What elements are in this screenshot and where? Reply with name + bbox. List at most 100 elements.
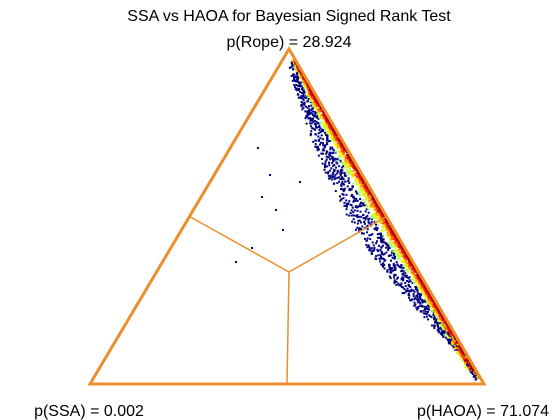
sample-point (393, 279, 396, 282)
sample-point (309, 96, 312, 99)
sample-point (445, 336, 447, 339)
sample-point (452, 333, 455, 336)
sample-point (343, 187, 346, 190)
sample-point (309, 132, 312, 135)
sample-point (353, 174, 356, 177)
sample-point (469, 365, 472, 367)
sample-point (339, 178, 342, 180)
sample-point (468, 363, 471, 366)
sample-point (342, 193, 345, 196)
sample-point (353, 221, 356, 224)
sample-point (370, 215, 373, 218)
sample-point (417, 278, 420, 281)
sample-point (402, 286, 405, 289)
sample-point (474, 374, 477, 377)
sample-point (380, 228, 383, 231)
sample-point (344, 163, 347, 166)
sample-point (422, 290, 424, 293)
sample-point (308, 92, 311, 94)
sample-point (345, 163, 348, 166)
sample-point (329, 169, 332, 172)
sample-point (367, 188, 370, 191)
sample-point (424, 310, 427, 313)
sample-point (329, 146, 332, 149)
sample-point (420, 293, 423, 295)
sample-point (346, 171, 349, 174)
sample-point (326, 128, 329, 131)
sample-point (429, 298, 432, 301)
sample-point (382, 229, 385, 232)
sample-point (304, 110, 307, 113)
sample-point (448, 329, 451, 332)
sample-point (379, 254, 382, 257)
sample-point (306, 112, 309, 115)
sample-point (421, 299, 424, 302)
sample-point (357, 219, 360, 222)
sample-point (387, 242, 390, 245)
sample-point (378, 208, 381, 211)
sample-point (361, 187, 364, 190)
sample-point (372, 202, 375, 205)
sample-point (396, 238, 399, 241)
sample-point (353, 197, 356, 200)
sample-point (348, 187, 351, 190)
sample-point (322, 112, 325, 115)
sample-point (338, 180, 341, 183)
sample-point (372, 197, 375, 200)
sample-point (309, 100, 312, 103)
sample-point (323, 114, 326, 117)
sample-point (334, 150, 337, 153)
sample-point (422, 312, 425, 315)
sample-point (324, 115, 327, 118)
sample-point (441, 329, 444, 331)
sample-point (343, 171, 346, 174)
sample-point (327, 130, 330, 133)
sample-point (302, 89, 305, 92)
sample-point (433, 309, 436, 312)
sample-point (354, 199, 357, 202)
sample-point (426, 290, 429, 293)
sample-point (366, 188, 368, 191)
sample-point (370, 233, 373, 236)
sample-point (405, 274, 408, 277)
sample-point (297, 68, 300, 71)
sample-point (366, 214, 369, 217)
sample-point (337, 145, 340, 148)
sample-point (408, 279, 411, 282)
sample-point (417, 282, 419, 285)
sample-point (319, 137, 322, 140)
sample-point (323, 149, 326, 152)
sample-point (414, 268, 417, 271)
sample-point (393, 282, 396, 285)
sample-point (368, 198, 371, 201)
sample-point (318, 124, 321, 127)
sample-point (392, 233, 395, 236)
sample-point (333, 169, 336, 172)
sample-point (339, 199, 342, 202)
sample-point (380, 263, 383, 266)
sample-point (374, 257, 377, 260)
sample-point (432, 307, 435, 310)
sample-point (356, 222, 359, 225)
sample-point (387, 244, 390, 247)
sample-point (364, 217, 367, 219)
sample-point (395, 261, 398, 264)
sample-point (304, 86, 307, 89)
sample-point (299, 181, 301, 183)
sample-point (406, 256, 409, 259)
sample-point (395, 240, 398, 242)
sample-point (407, 277, 410, 279)
sample-point (427, 318, 430, 321)
sample-point (358, 183, 361, 186)
sample-point (346, 185, 349, 188)
sample-point (334, 143, 336, 146)
sample-point (378, 237, 381, 239)
sample-point (367, 187, 370, 190)
sample-point (302, 93, 305, 96)
sample-point (347, 173, 349, 176)
sample-point (342, 153, 345, 156)
sample-point (394, 237, 397, 240)
sample-point (352, 195, 355, 198)
sample-point (444, 320, 447, 323)
sample-point (339, 172, 342, 175)
